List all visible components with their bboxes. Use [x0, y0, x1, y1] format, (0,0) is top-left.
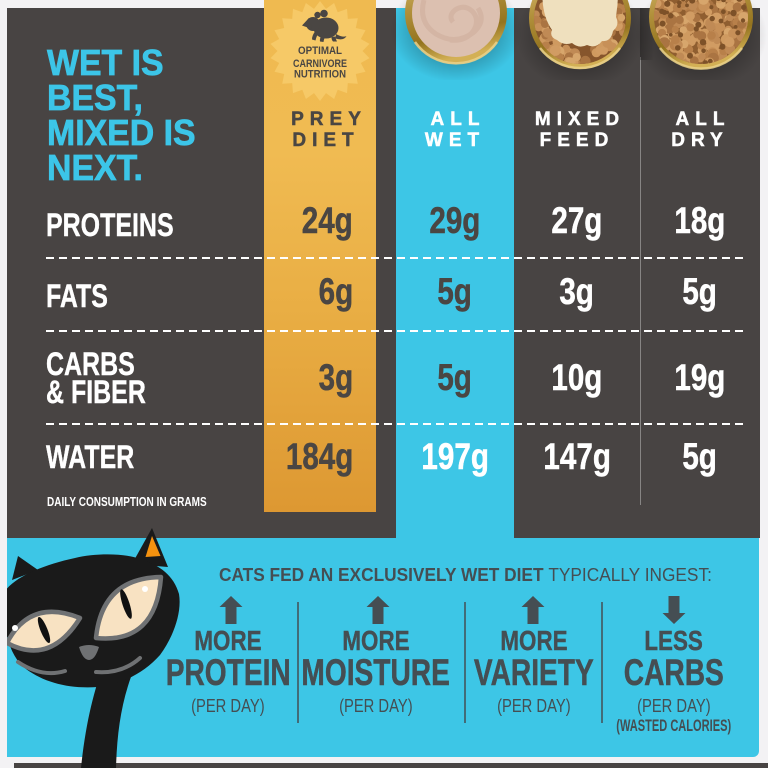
- svg-text:NUTRITION: NUTRITION: [294, 69, 346, 81]
- svg-text:OPTIMAL: OPTIMAL: [298, 45, 342, 57]
- svg-text:CARNIVORE: CARNIVORE: [293, 58, 347, 70]
